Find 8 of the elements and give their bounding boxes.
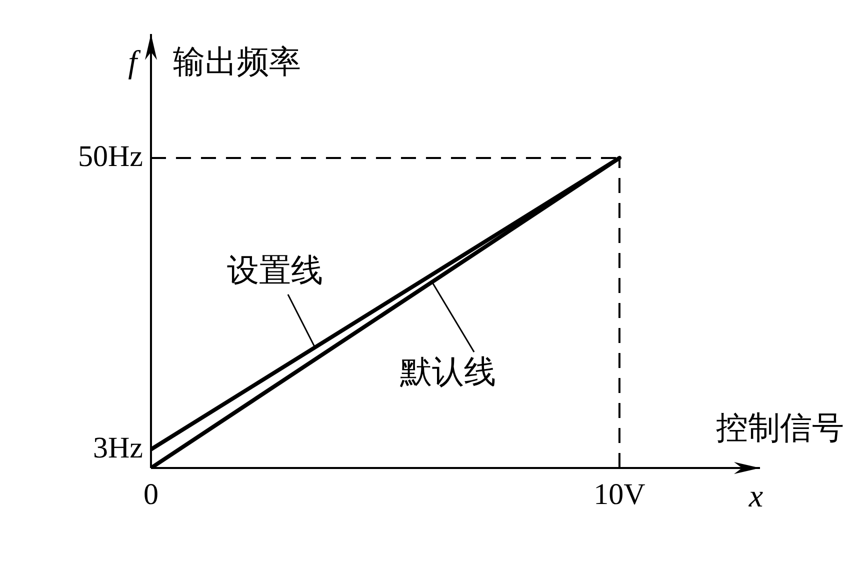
x-axis-title: 控制信号 x <box>716 409 844 514</box>
legend-label: 默认线 <box>399 353 496 390</box>
series-label: 设置线 <box>226 252 323 288</box>
x-tick-label: 0 <box>143 478 158 511</box>
y-tick-label: 50Hz <box>78 140 143 173</box>
x-tick-label: 10V <box>594 478 646 511</box>
y-axis-title: f 输出频率 <box>128 43 301 80</box>
y-tick-label: 3Hz <box>92 431 143 464</box>
